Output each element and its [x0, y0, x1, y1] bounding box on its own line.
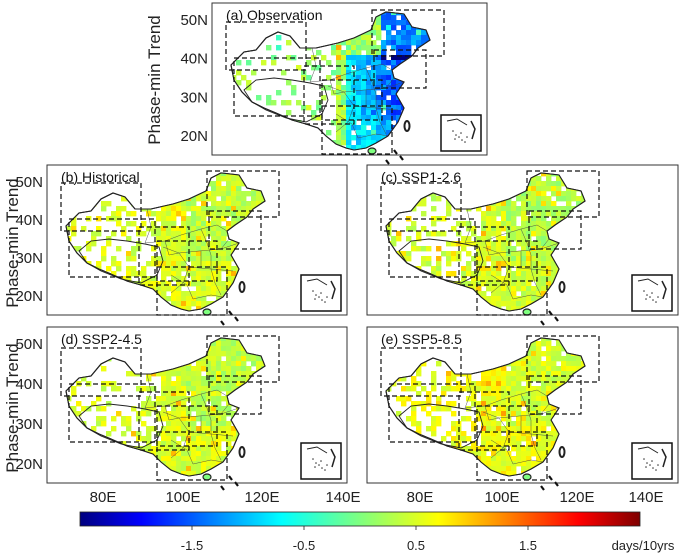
lat-tick: 40N: [15, 376, 43, 393]
region-box: [206, 335, 280, 383]
region-box: [60, 182, 142, 232]
region-box: [526, 335, 600, 383]
region-box: [208, 375, 262, 415]
region-box: [476, 240, 538, 282]
lon-tick: 120E: [244, 489, 279, 506]
taiwan-island: [238, 281, 246, 293]
region-box: [233, 57, 321, 117]
south-china-sea-inset: [631, 442, 673, 480]
region-box: [373, 49, 427, 89]
region-box: [380, 347, 462, 397]
colorbar: -1.5 -0.5 0.5 1.5 days/10yrs: [79, 511, 675, 553]
region-box: [388, 218, 476, 278]
panel-title: (e) SSP5-8.5: [381, 331, 462, 347]
region-box: [321, 79, 383, 121]
region-box: [303, 65, 355, 125]
panel-a: (a) Observation 20N 30N 40N 50N: [180, 2, 488, 165]
colorbar-unit: days/10yrs: [612, 538, 675, 553]
hainan-island: [522, 473, 532, 481]
lon-tick: 100E: [165, 489, 200, 506]
colorbar-gradient: [79, 511, 641, 527]
region-box: [380, 182, 462, 232]
lat-tick: 30N: [180, 89, 208, 106]
region-box: [528, 375, 582, 415]
lon-tick: 80E: [90, 489, 117, 506]
y-axis-label: Phase-min Trend: [3, 343, 22, 472]
lon-tick: 140E: [628, 489, 663, 506]
lat-tick: 30N: [15, 250, 43, 267]
lat-tick: 30N: [15, 416, 43, 433]
region-box: [156, 431, 228, 481]
region-box: [208, 210, 262, 250]
taiwan-island: [558, 281, 566, 293]
region-box: [528, 210, 582, 250]
hainan-island: [202, 308, 212, 316]
region-box: [458, 226, 510, 286]
region-box: [206, 170, 280, 218]
region-box: [371, 9, 445, 57]
south-china-sea-inset: [631, 274, 673, 312]
lat-tick: 40N: [15, 212, 43, 229]
region-box: [156, 240, 218, 282]
south-china-sea-inset: [300, 274, 342, 312]
lon-tick: 80E: [407, 489, 434, 506]
hainan-island: [367, 147, 377, 155]
colorbar-tick-label: 0.5: [407, 538, 425, 553]
lon-axis-right: 80E 100E 120E 140E: [407, 489, 664, 506]
panel-b: (b) Historical 20N 30N 40N 50N: [15, 164, 348, 326]
taiwan-island: [558, 446, 566, 458]
region-box: [321, 105, 393, 155]
lat-tick: 50N: [15, 336, 43, 353]
region-box: [156, 266, 228, 316]
region-box: [476, 266, 548, 316]
region-box: [68, 218, 156, 278]
south-china-sea-inset: [300, 442, 342, 480]
region-box: [68, 383, 156, 443]
region-box: [526, 170, 600, 218]
panel-e: (e) SSP5-8.5: [366, 326, 679, 491]
colorbar-tick-label: 1.5: [519, 538, 537, 553]
colorbar-ticks: -1.5 -0.5 0.5 1.5: [181, 526, 537, 553]
hainan-island: [522, 308, 532, 316]
lat-tick: 50N: [15, 174, 43, 191]
south-china-sea-inset: [440, 114, 482, 152]
lon-tick: 140E: [325, 489, 360, 506]
region-box: [60, 347, 142, 397]
lat-tick: 20N: [15, 456, 43, 473]
panel-title: (d) SSP2-4.5: [61, 331, 142, 347]
taiwan-island: [238, 446, 246, 458]
region-box: [138, 226, 190, 286]
region-box: [476, 405, 538, 447]
colorbar-tick-label: -1.5: [181, 538, 203, 553]
region-box: [156, 405, 218, 447]
y-axis-label: Phase-min Trend: [145, 15, 164, 144]
panel-title: (b) Historical: [61, 169, 140, 185]
y-axis-label: Phase-min Trend: [3, 178, 22, 307]
lat-tick: 50N: [180, 12, 208, 29]
colorbar-tick-label: -0.5: [293, 538, 315, 553]
panel-title: (a) Observation: [226, 7, 322, 23]
taiwan-island: [403, 120, 411, 132]
lon-tick: 120E: [559, 489, 594, 506]
region-box: [225, 21, 307, 71]
panel-d: (d) SSP2-4.5 20N 30N 40N 50N: [15, 326, 348, 491]
region-box: [388, 383, 476, 443]
region-box: [138, 391, 190, 451]
lon-axis-left: 80E 100E 120E 140E: [90, 489, 361, 506]
region-box: [476, 431, 548, 481]
lat-tick: 40N: [180, 51, 208, 68]
panel-c: (c) SSP1-2.6: [366, 164, 679, 326]
lat-tick: 20N: [180, 128, 208, 145]
lat-tick: 20N: [15, 288, 43, 305]
hainan-island: [202, 473, 212, 481]
panel-title: (c) SSP1-2.6: [381, 169, 461, 185]
lon-tick: 100E: [484, 489, 519, 506]
region-box: [458, 391, 510, 451]
